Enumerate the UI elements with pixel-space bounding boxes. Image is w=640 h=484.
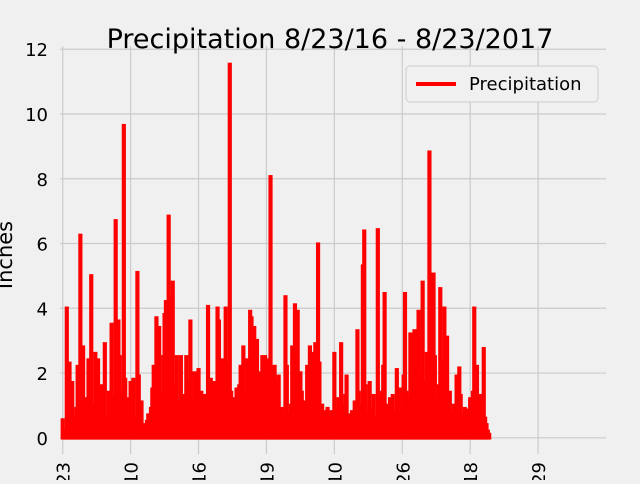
legend-label-precipitation: Precipitation [469,74,582,95]
y-tick-label: 4 [37,299,48,320]
x-tick-label: 23 [54,462,75,480]
y-axis-label: Inches [0,221,17,289]
legend: Precipitation [405,65,599,103]
bar [131,377,136,440]
bar [211,381,216,440]
y-tick-label: 0 [37,429,48,450]
bar [487,432,492,440]
y-tick-label: 8 [37,170,48,191]
x-tick-label: 18 [461,462,482,480]
x-tick-label: 10 [122,462,143,480]
x-tick-label: 26 [393,462,414,480]
y-tick-label: 2 [37,364,48,385]
x-tick-label: 19 [257,462,278,480]
y-tick-label: 6 [37,235,48,256]
bar [102,342,107,440]
legend-frame [405,65,599,103]
bar [113,219,118,440]
y-tick-label: 12 [25,40,48,61]
bar [227,62,232,440]
y-tick-label: 10 [25,105,48,126]
bar [64,306,69,440]
x-tick-label: 16 [190,462,211,480]
series-precipitation [60,62,492,440]
axes-layer: 0 2 4 6 8 10 12 23 10 16 19 10 26 18 29 [25,40,550,484]
chart-title: Precipitation 8/23/16 - 8/23/2017 [107,24,554,55]
x-tick-label: 29 [529,462,550,480]
grid-layer [60,46,606,454]
x-tick-label: 10 [325,462,346,480]
